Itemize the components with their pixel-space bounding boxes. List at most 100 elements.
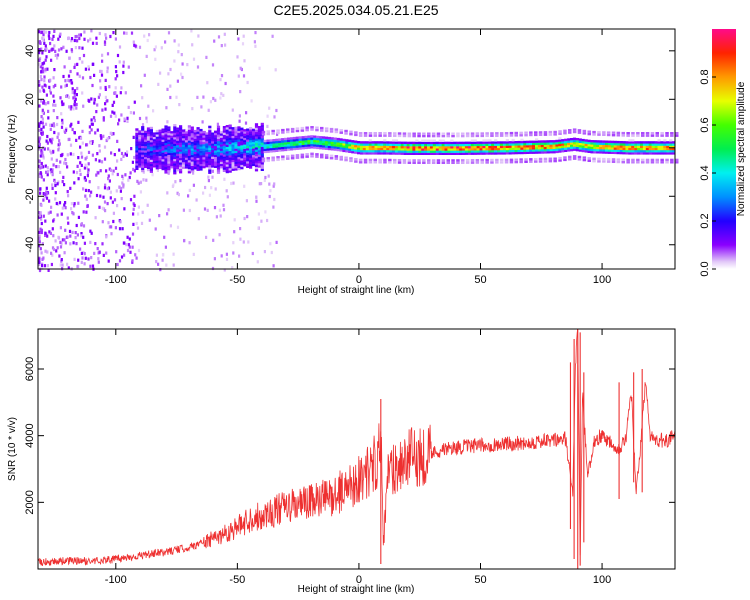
x-tick-label: 50 — [474, 274, 486, 286]
spectrogram-cell — [120, 186, 123, 191]
spectrogram-cell — [190, 144, 194, 147]
spectrogram-cell — [339, 147, 343, 150]
spectrogram-cell — [234, 137, 238, 140]
spectrogram-cell — [69, 186, 72, 190]
spectrogram-cell — [164, 166, 168, 170]
spectrogram-cell — [407, 134, 412, 138]
spectrogram-cell — [42, 214, 45, 218]
spectrogram-cell — [122, 70, 125, 75]
spectrogram-cell — [228, 141, 232, 145]
spectrogram-cell — [42, 33, 45, 37]
spectrogram-cell — [631, 143, 635, 146]
spectrogram-cell — [193, 134, 197, 137]
spectrogram-cell — [158, 155, 162, 159]
spectrogram-cell — [216, 130, 221, 133]
spectrogram-cell — [120, 86, 123, 90]
spectrogram-cell — [179, 151, 183, 154]
spectrogram-cell — [60, 212, 63, 216]
spectrogram-cell — [127, 105, 130, 109]
spectrogram-cell — [193, 140, 197, 144]
spectrogram-cell — [599, 140, 603, 143]
spectrogram-cell — [223, 268, 226, 272]
spectrogram-cell — [125, 243, 128, 247]
spectrogram-cell — [316, 144, 320, 147]
spectrogram-cell — [179, 133, 183, 137]
spectrogram-cell — [634, 145, 638, 148]
spectrogram-cell — [514, 158, 518, 161]
spectrogram-cell — [214, 145, 218, 149]
spectrogram-cell — [237, 37, 240, 41]
spectrogram-cell — [175, 95, 178, 99]
spectrogram-cell — [234, 148, 238, 151]
spectrogram-cell — [42, 38, 45, 43]
spectrogram-cell — [292, 145, 296, 149]
spectrogram-cell — [105, 36, 108, 40]
spectrogram-cell — [78, 57, 81, 61]
spectrogram-cell — [70, 202, 73, 206]
spectrogram-cell — [488, 143, 492, 146]
spectrogram-cell — [71, 127, 74, 132]
spectrogram-cell — [121, 177, 125, 181]
spectrogram-cell — [389, 147, 393, 151]
spectrogram-cell — [310, 139, 314, 142]
spectrogram-cell — [44, 219, 47, 223]
spectrogram-cell — [327, 136, 331, 140]
spectrogram-cell — [330, 141, 334, 144]
spectrogram-cell — [427, 161, 431, 164]
spectrogram-cell — [392, 141, 396, 144]
spectrogram-cell — [152, 145, 156, 148]
spectrogram-cell — [590, 151, 594, 154]
spectrogram-cell — [144, 150, 148, 153]
spectrogram-cell — [298, 136, 302, 139]
spectrogram-cell — [87, 257, 90, 261]
spectrogram-cell — [124, 173, 127, 177]
spectrogram-cell — [322, 142, 326, 146]
spectrogram-cell — [49, 127, 52, 131]
spectrogram-cell — [444, 148, 448, 151]
spectrogram-cell — [181, 155, 186, 158]
spectrogram-cell — [344, 158, 348, 162]
spectrogram-cell — [222, 145, 226, 148]
spectrogram-cell — [146, 153, 151, 156]
spectrogram-cell — [446, 161, 450, 164]
snr-spikes — [380, 329, 643, 569]
spectrogram-cell — [211, 141, 215, 144]
spectrogram-cell — [231, 133, 235, 136]
spectrogram-cell — [89, 264, 92, 268]
spectrogram-cell — [511, 147, 515, 150]
spectrogram-cell — [543, 142, 547, 145]
spectrogram-cell — [116, 262, 119, 267]
spectrogram-cell — [260, 144, 264, 147]
spectrogram-cell — [101, 242, 104, 246]
spectrogram-cell — [470, 145, 474, 149]
spectrogram-cell — [57, 235, 60, 239]
spectrogram-cell — [650, 158, 655, 162]
spectrogram-cell — [218, 208, 221, 212]
colorbar-tick-label: 0.0 — [699, 261, 711, 276]
spectrogram-cell — [319, 136, 323, 139]
spectrogram-cell — [132, 212, 135, 216]
spectrogram-cell — [219, 214, 222, 218]
spectrogram-cell — [575, 148, 579, 152]
spectrogram-cell — [118, 118, 121, 122]
spectrogram-cell — [187, 136, 191, 139]
spectrogram-cell — [427, 146, 431, 149]
spectrogram-cell — [672, 143, 676, 146]
spectrogram-cell — [446, 134, 450, 138]
spectrogram-cell — [260, 149, 264, 152]
spectrogram-cell — [41, 69, 45, 74]
spectrogram-cell — [146, 162, 151, 165]
spectrogram-cell — [216, 122, 219, 126]
spectrogram-cell — [190, 152, 194, 156]
spectrogram-cell — [377, 150, 381, 153]
spectrogram-cell — [509, 134, 514, 137]
spectrogram-cell — [534, 160, 538, 163]
spectrogram-cell — [276, 158, 280, 161]
spectrogram-cell — [237, 126, 241, 129]
spectrogram-cell — [578, 149, 582, 152]
spectrogram-cell — [333, 144, 337, 147]
spectrogram-cell — [82, 187, 85, 191]
spectrogram-cell — [406, 152, 410, 155]
spectrogram-cell — [64, 228, 67, 232]
spectrogram-cell — [38, 159, 41, 164]
